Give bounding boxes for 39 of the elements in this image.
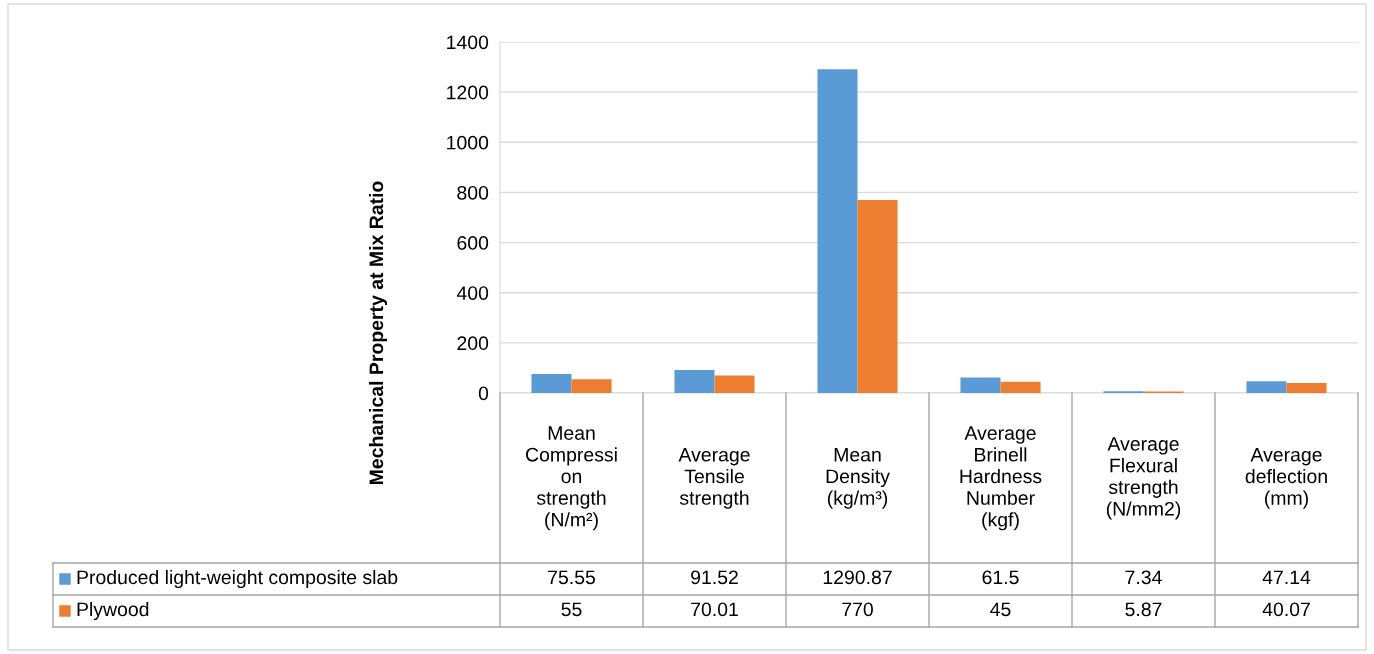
y-tick-label: 800 [457,185,489,200]
x-tick-label: Average Tensile strength [678,448,750,509]
x-tick-label: Average Brinell Hardness Number (kgf) [960,426,1042,531]
legend-label: Produced light-weight composite slab [77,569,398,589]
data-label: 7.34 [1125,570,1162,585]
y-tick-label: 600 [457,236,489,250]
y-tick-label: 1400 [447,35,489,50]
bar [531,374,572,393]
data-label: 70.01 [691,602,738,617]
data-label: 1290.87 [823,570,892,585]
x-tick-label: Mean Density (kg/m³) [826,448,890,509]
data-label: 91.52 [691,570,738,585]
legend-label: Plywood [77,601,149,621]
y-tick-label: 1000 [447,135,489,150]
data-label: 5.87 [1125,602,1162,617]
y-tick-label: 200 [457,336,489,351]
bar [714,375,755,393]
bar [1000,381,1041,393]
data-label: 40.07 [1262,602,1310,617]
y-tick-label: 400 [456,286,489,300]
x-tick-label: Mean Compressi on strength (N/m²) [526,426,617,531]
data-label: 55 [561,602,582,617]
data-label: 75.55 [548,570,596,585]
bar [857,199,898,393]
y-tick-label: 1200 [447,85,489,100]
bar [571,379,612,393]
data-label: 770 [842,602,873,617]
data-label: 45 [990,602,1011,617]
bar [960,377,1001,393]
data-label: 61.5 [982,570,1019,585]
bar [1286,382,1327,393]
data-label: 47.14 [1262,570,1311,585]
bar [674,370,715,393]
y-axis-title: Mechanical Property at Mix Ratio [368,181,388,485]
x-tick-label: Average Flexural strength (N/mm2) [1106,437,1181,520]
bar [817,69,858,393]
bar [1246,381,1287,393]
y-tick-label: 0 [478,386,489,401]
x-tick-label: Average deflection (mm) [1245,448,1327,509]
